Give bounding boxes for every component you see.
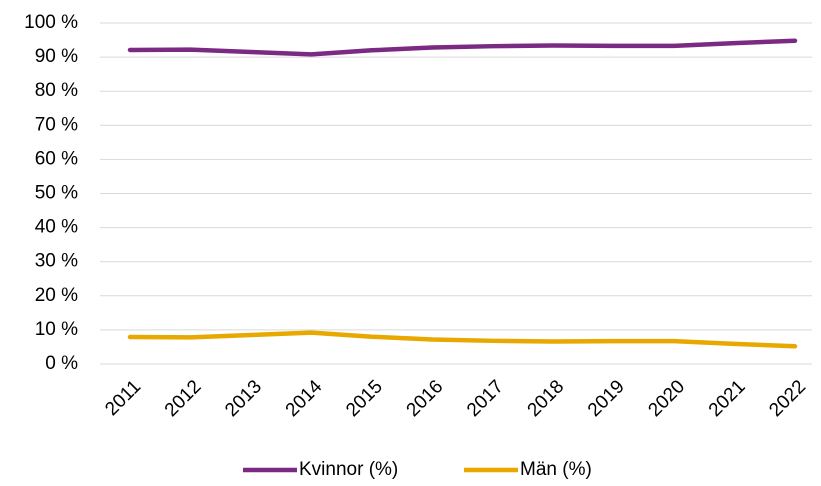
- y-tick-label: 10 %: [35, 319, 78, 340]
- x-tick-label: 2011: [101, 376, 145, 420]
- x-tick-label: 2020: [644, 376, 689, 421]
- y-tick-label: 50 %: [35, 183, 78, 204]
- x-tick-label: 2015: [342, 376, 387, 421]
- y-tick-label: 100 %: [24, 12, 78, 33]
- y-tick-label: 0 %: [45, 353, 78, 374]
- y-tick-label: 80 %: [35, 80, 78, 101]
- x-tick-label: 2019: [584, 376, 629, 421]
- legend-label: Män (%): [520, 459, 592, 480]
- x-tick-label: 2012: [161, 376, 206, 421]
- y-tick-label: 70 %: [35, 114, 78, 135]
- y-tick-label: 90 %: [35, 46, 78, 67]
- x-tick-label: 2021: [705, 376, 750, 421]
- x-tick-label: 2016: [403, 376, 448, 421]
- x-tick-label: 2022: [765, 376, 810, 421]
- x-tick-label: 2013: [221, 376, 266, 421]
- line-series: [127, 330, 798, 349]
- line-series: [127, 38, 798, 57]
- y-tick-label: 40 %: [35, 217, 78, 238]
- x-tick-label: 2014: [282, 376, 327, 421]
- legend-label: Kvinnor (%): [299, 459, 398, 480]
- y-tick-label: 60 %: [35, 148, 78, 169]
- x-tick-label: 2017: [463, 376, 508, 421]
- y-tick-label: 30 %: [35, 251, 78, 272]
- y-tick-label: 20 %: [35, 285, 78, 306]
- x-tick-label: 2018: [524, 376, 569, 421]
